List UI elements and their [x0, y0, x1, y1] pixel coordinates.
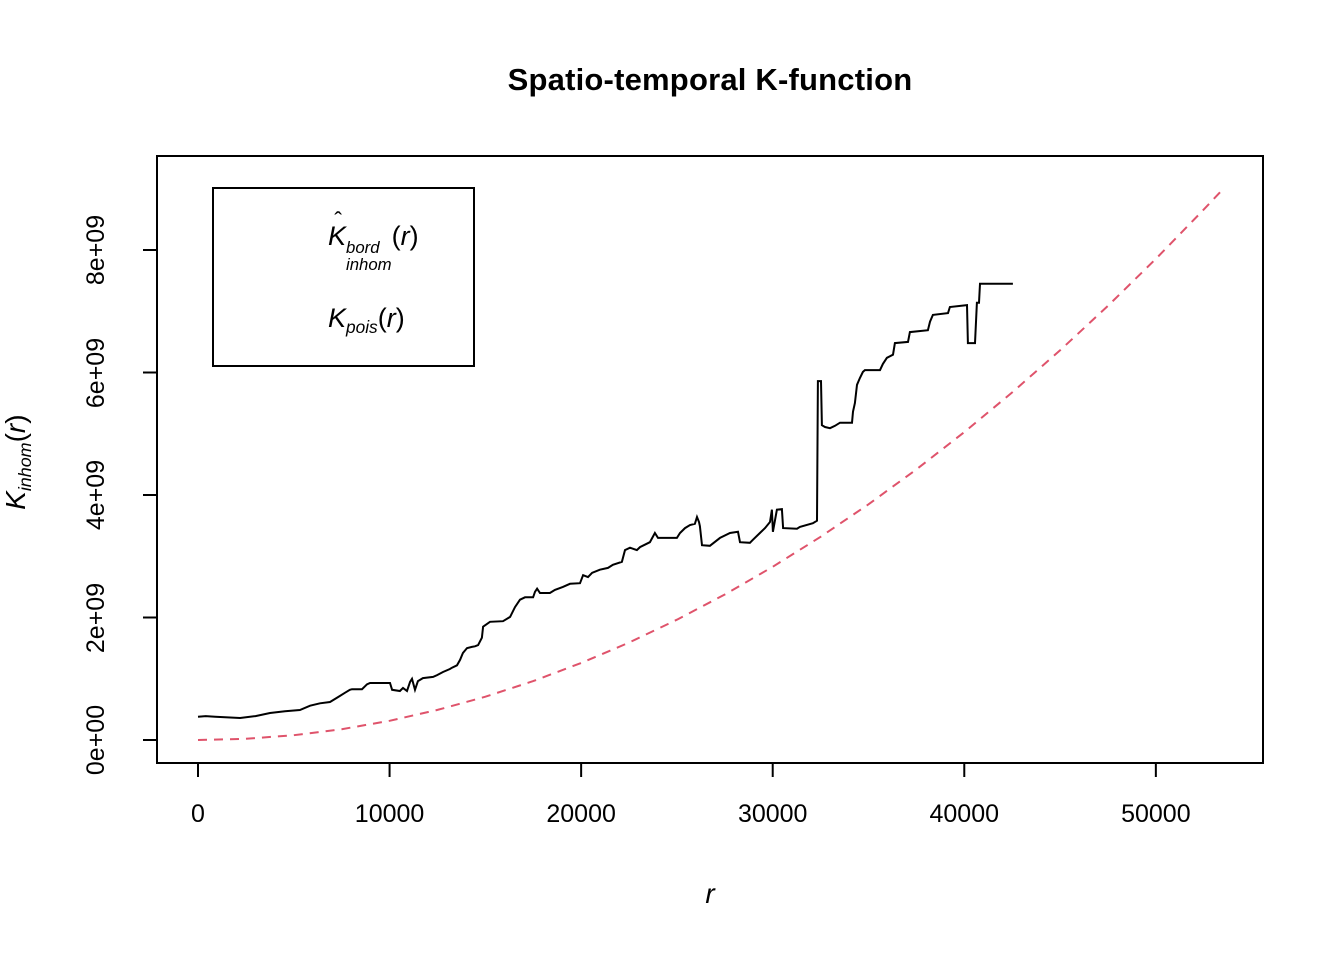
legend1-base: K: [328, 221, 347, 251]
y-label-subscript: inhom: [15, 442, 36, 492]
legend2-var: r: [386, 303, 396, 333]
y-label-paren-close: ): [0, 414, 31, 424]
x-tick-label: 20000: [546, 800, 616, 828]
legend-label-poisson: Kpois(r): [328, 303, 405, 338]
y-tick-label: 2e+09: [82, 582, 110, 653]
x-axis-label: r: [705, 878, 715, 909]
x-tick-label: 0: [191, 800, 205, 828]
x-tick-label: 30000: [737, 800, 808, 828]
series-Khat_inhom_bord_empirical: [197, 282, 1013, 720]
legend1-scripts: bord inhom: [346, 237, 392, 275]
x-tick-label: 10000: [354, 800, 425, 828]
legend2-base: K: [328, 303, 347, 333]
legend1-paren-open: (: [391, 221, 401, 251]
series-K_pois_theoretical: [197, 188, 1224, 741]
legend2-subscript: pois: [346, 317, 378, 338]
y-label-paren-open: (: [0, 433, 31, 443]
x-tick-label: 40000: [929, 800, 1000, 828]
legend-box: [212, 187, 475, 367]
legend1-var: r: [400, 221, 410, 251]
chart-title: Spatio-temporal K-function: [507, 62, 913, 97]
legend1-subscript: inhom: [346, 255, 392, 275]
y-tick-label: 6e+09: [82, 337, 110, 408]
legend2-paren-close: ): [395, 303, 405, 333]
y-tick-label: 0e+00: [82, 704, 110, 776]
y-label-base: K: [0, 491, 31, 510]
hat-accent: ˆ: [334, 206, 343, 233]
legend1-superscript: bord: [346, 237, 380, 257]
y-tick-label: 8e+09: [82, 214, 110, 286]
legend2-paren-open: (: [377, 303, 387, 333]
legend-label-empirical: K ˆ bord inhom (r): [328, 207, 419, 275]
y-label-var: r: [0, 423, 31, 434]
plot-border-box: [156, 155, 1264, 764]
y-axis-label: Kinhom(r): [0, 312, 36, 612]
y-tick-label: 4e+09: [82, 459, 110, 531]
legend1-paren-close: ): [409, 221, 419, 251]
x-tick-label: 50000: [1121, 800, 1191, 828]
